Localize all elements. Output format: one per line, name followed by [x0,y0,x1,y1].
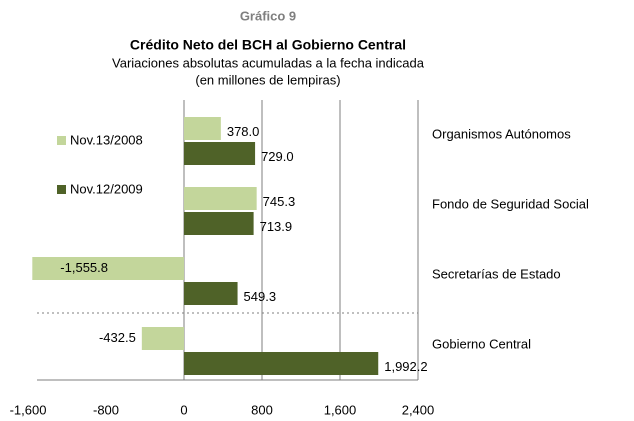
legend-label: Nov.13/2008 [70,132,143,147]
bar [141,327,184,350]
category-label: Gobierno Central [432,336,531,351]
value-label: 549.3 [244,289,277,304]
category-label: Secretarías de Estado [432,266,561,281]
bar [184,142,256,165]
value-label: 729.0 [261,149,294,164]
bar [184,352,379,375]
bar [184,117,221,140]
bar [184,187,257,210]
x-tick-label: 1,600 [324,402,357,417]
bar [32,257,184,280]
category-label: Organismos Autónomos [432,126,571,141]
value-label: 1,992.2 [384,359,427,374]
value-label: 378.0 [227,124,260,139]
bar [184,212,254,235]
value-label: 713.9 [260,219,293,234]
value-label: -432.5 [99,330,136,345]
x-tick-label: -800 [93,402,119,417]
x-tick-label: 2,400 [402,402,435,417]
x-tick-label: -1,600 [10,402,47,417]
bar [184,282,238,305]
x-tick-label: 0 [180,402,187,417]
legend-label: Nov.12/2009 [70,181,143,196]
chart-subtitle: Variaciones absolutas acumuladas a la fe… [112,55,425,70]
unit-note: (en millones de lempiras) [195,72,340,87]
value-label: -1,555.8 [60,260,108,275]
x-tick-label: 800 [251,402,273,417]
value-label: 745.3 [263,194,296,209]
chart-caption: Gráfico 9 [240,8,296,23]
legend-swatch [57,136,66,145]
category-label: Fondo de Seguridad Social [432,196,589,211]
legend-swatch [57,185,66,194]
chart-title: Crédito Neto del BCH al Gobierno Central [130,37,406,53]
